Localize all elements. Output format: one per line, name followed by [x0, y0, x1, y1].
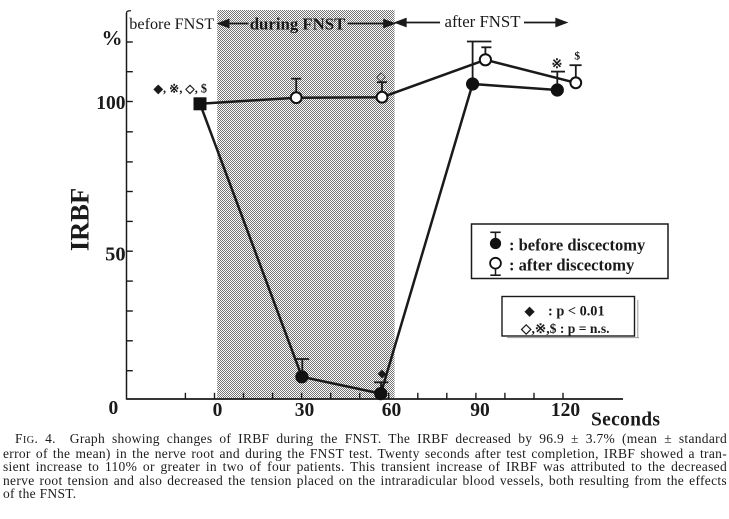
svg-text:120: 120 — [551, 400, 580, 421]
svg-text:before FNST: before FNST — [129, 15, 214, 33]
svg-text:IRBF: IRBF — [65, 188, 95, 251]
svg-text:◇,※,$ : p = n.s.: ◇,※,$ : p = n.s. — [520, 321, 610, 336]
svg-text:50: 50 — [105, 243, 126, 265]
svg-text:: after discectomy: : after discectomy — [509, 255, 635, 274]
svg-text:90: 90 — [470, 400, 490, 421]
svg-text:during FNST: during FNST — [250, 15, 346, 34]
svg-text:100: 100 — [96, 93, 125, 114]
svg-text:※: ※ — [552, 56, 563, 71]
svg-text:◆, ※, ◇, $: ◆, ※, ◇, $ — [153, 82, 207, 96]
svg-text:60: 60 — [382, 400, 402, 421]
svg-text:◆: ◆ — [378, 368, 388, 380]
svg-text:0: 0 — [109, 398, 119, 419]
svg-text:0: 0 — [213, 400, 223, 421]
svg-text:Seconds: Seconds — [591, 409, 660, 430]
svg-text:after FNST: after FNST — [445, 12, 521, 31]
svg-text:◆: ◆ — [524, 304, 536, 318]
svg-text:: p < 0.01: : p < 0.01 — [548, 304, 605, 320]
svg-text:30: 30 — [295, 400, 315, 421]
svg-text:: before discectomy: : before discectomy — [509, 236, 646, 255]
svg-text:%: % — [102, 26, 123, 50]
svg-text:$: $ — [574, 50, 580, 63]
svg-text:◇: ◇ — [376, 70, 386, 84]
